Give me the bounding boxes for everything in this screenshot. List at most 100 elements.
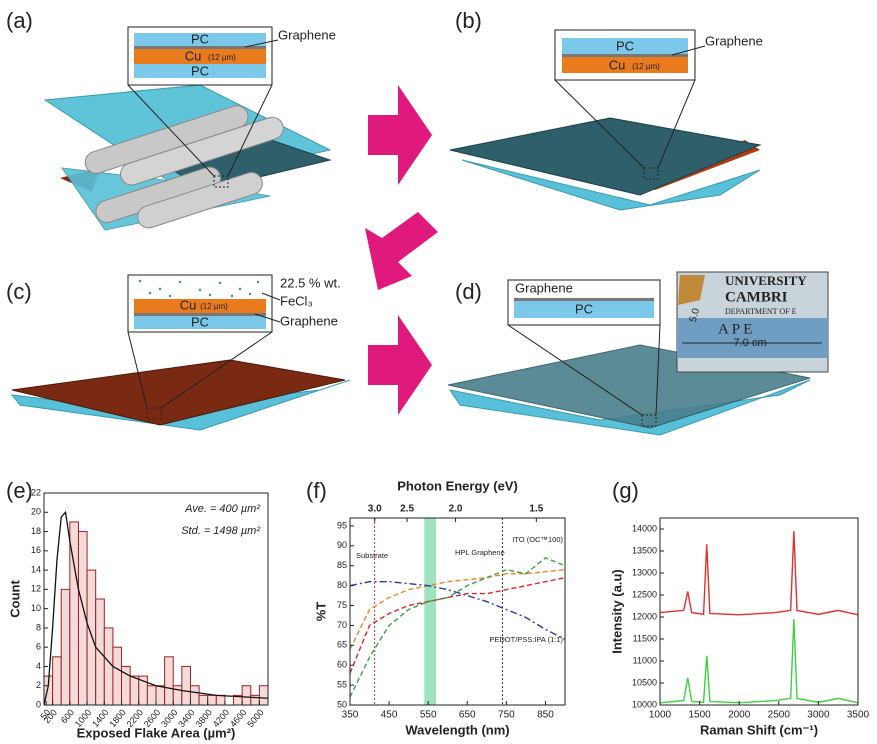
bar [87,570,96,705]
series-label: HPL Graphene [455,548,505,557]
y-axis-title: Count [7,580,22,618]
x-axis-title: Exposed Flake Area (µm²) [77,725,236,740]
x-tick-label: 850 [537,710,554,721]
y-tick-label: 10 [31,603,41,613]
photo-text: DEPARTMENT OF E [725,307,797,316]
panel-label: (b) [455,8,482,33]
y-tick-label: 65 [337,640,347,650]
callout: Graphene [515,280,573,295]
x-tick-label: 750 [498,710,515,721]
y-tick-label: 55 [337,679,347,689]
x2-tick-label: 2.5 [400,504,414,515]
panel-label: (c) [6,279,32,304]
y-tick-label: 10500 [632,677,657,687]
bar [199,695,208,705]
y-tick-label: 11500 [633,633,657,643]
y-tick-label: 50 [337,699,347,709]
y-tick-label: 60 [337,660,347,670]
panel-label: (f) [306,478,327,503]
bar [130,676,139,705]
x-axis-title: Raman Shift (cm⁻¹) [700,722,818,737]
arrow [365,212,438,290]
plot-frame [350,518,565,705]
bar [113,647,122,705]
y-tick-label: 6 [36,642,41,652]
y-tick-label: 8 [36,622,41,632]
layer-label: (12 µm) [200,302,228,311]
bar [104,628,113,705]
y-tick-label: 16 [31,545,41,555]
annotation: Ave. = 400 µm² [184,503,260,515]
callout: 22.5 % wt. [280,275,341,290]
y-tick-label: 12 [31,584,41,594]
y-axis-title: %T [313,602,328,622]
callout: Graphene [278,27,336,42]
series-line [660,531,858,615]
x-tick-label: 1500 [688,710,711,721]
photo-text: 7.0 cm [733,337,766,349]
y-tick-label: 13500 [632,545,657,555]
series-line [660,619,858,703]
y-tick-label: 85 [337,560,347,570]
y-tick-label: 22 [31,487,41,497]
bar [182,666,191,705]
bar [216,695,225,705]
highlight-band [424,518,436,705]
x-tick-label: 1000 [649,710,672,721]
y-tick-label: 75 [337,600,347,610]
arrow [368,315,432,415]
x-tick-label: 650 [459,710,476,721]
panel-label: (g) [612,478,639,503]
y-tick-label: 14 [31,564,41,574]
y-tick-label: 14000 [632,523,657,533]
layer-label: (12 µm) [208,53,236,62]
photo: UNIVERSITY CAMBRI DEPARTMENT OF E A P E … [677,272,828,372]
panel-label: (a) [6,8,33,33]
callout: FeCl₃ [280,293,313,308]
y-tick-label: 2 [36,680,41,690]
series-line [350,558,565,697]
bar [156,686,165,705]
x-tick-label: 550 [420,710,437,721]
bar [259,686,268,705]
layer-label: PC [616,38,634,53]
bar [61,589,70,705]
figure: (a) PC Cu (12 µm) PC Graphene (b) [0,0,877,744]
layer-label: (12 µm) [632,62,660,71]
y-tick-label: 13000 [632,567,657,577]
y-tick-label: 0 [36,699,41,709]
x-tick-label: 2500 [768,710,791,721]
y-axis-title: Intensity (a.u) [609,569,624,654]
y-tick-label: 70 [337,620,347,630]
bar [190,686,199,705]
panel-b: (b) PC Cu (12 µm) Graphene [450,8,763,210]
y-tick-label: 90 [337,540,347,550]
x-tick-label: 350 [342,710,359,721]
photo-text: A P E [718,321,752,337]
y-tick-label: 10000 [632,699,657,709]
panel-label: (e) [6,478,33,503]
panel-a: (a) PC Cu (12 µm) PC Graphene [6,8,336,243]
callout: Graphene [280,313,338,328]
bar [165,657,174,705]
annotation: Std. = 1498 µm² [181,525,260,537]
y-tick-label: 11000 [633,655,657,665]
y-tick-label: 20 [31,507,41,517]
layer-label: PC [191,31,209,46]
photo-text: UNIVERSITY [725,273,807,288]
series-label: PEDOT/PSS:IPA (1:1) [489,635,563,644]
callout: Graphene [705,33,763,48]
plot-frame [660,518,858,705]
y-tick-label: 95 [337,520,347,530]
x2-tick-label: 3.0 [368,504,382,515]
layer-label: Cu [185,48,202,63]
layer-label: PC [191,314,209,329]
bar [53,657,62,705]
x-axis-title: Wavelength (nm) [405,722,509,737]
series-label: ITO (OC™100) [512,535,563,544]
sheet [12,360,345,425]
layer-label: PC [191,63,209,78]
x-tick-label: 5000 [245,707,266,729]
layer-label: Cu [609,57,626,72]
y-tick-label: 4 [36,661,41,671]
